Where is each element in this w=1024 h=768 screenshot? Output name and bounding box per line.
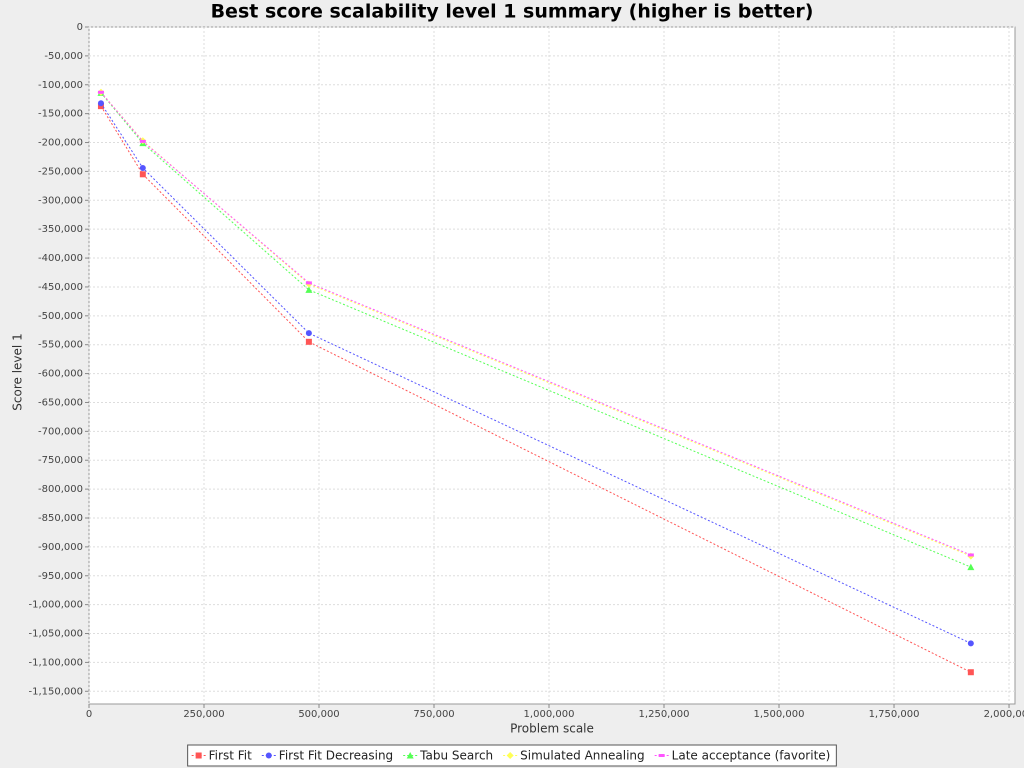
legend-label: Simulated Annealing xyxy=(520,749,645,763)
marker xyxy=(967,553,974,557)
marker xyxy=(967,563,975,571)
marker xyxy=(658,754,665,757)
y-tick-label: -650,000 xyxy=(38,397,83,408)
y-tick-label: -150,000 xyxy=(38,109,83,120)
series-line xyxy=(100,92,972,568)
y-tick-label: -550,000 xyxy=(38,340,83,351)
y-tick-label: -300,000 xyxy=(38,195,83,206)
y-tick-label: -50,000 xyxy=(44,51,83,62)
legend-item: Simulated Annealing xyxy=(503,749,645,763)
legend-item: First Fit Decreasing xyxy=(261,749,393,763)
y-tick-label: -950,000 xyxy=(38,571,83,582)
legend-item: Late acceptance (favorite) xyxy=(654,749,831,763)
marker xyxy=(97,90,104,94)
y-tick-label: -750,000 xyxy=(38,455,83,466)
marker xyxy=(195,752,202,759)
marker xyxy=(305,338,312,345)
x-tick-label: 0 xyxy=(86,709,92,720)
marker xyxy=(139,171,146,178)
legend: First Fit First Fit Decreasing Tabu Search… xyxy=(187,744,837,767)
series xyxy=(97,100,974,647)
marker xyxy=(506,752,514,759)
legend-label: First Fit xyxy=(209,749,252,763)
y-tick-label: -800,000 xyxy=(38,484,83,495)
x-tick-label: 1,000,000 xyxy=(524,709,575,720)
y-tick-label: -250,000 xyxy=(38,166,83,177)
plot-area xyxy=(88,26,1016,705)
y-tick-label: -100,000 xyxy=(38,80,83,91)
y-tick-label: -200,000 xyxy=(38,138,83,149)
marker xyxy=(305,286,313,293)
x-tick-label: 250,000 xyxy=(183,709,224,720)
series-line xyxy=(100,102,972,644)
y-tick-label: -450,000 xyxy=(38,282,83,293)
x-axis-title: Problem scale xyxy=(510,722,594,736)
series-group xyxy=(97,88,975,676)
y-axis-title: Score level 1 xyxy=(11,333,25,410)
x-tick-label: 750,000 xyxy=(413,709,454,720)
y-tick-label: -1,000,000 xyxy=(28,600,83,611)
legend-item: First Fit xyxy=(191,749,252,763)
marker xyxy=(967,669,974,676)
legend-label: First Fit Decreasing xyxy=(279,749,393,763)
y-tick-label: -1,050,000 xyxy=(28,629,83,640)
marker xyxy=(305,281,312,285)
x-tick-label: 1,250,000 xyxy=(639,709,690,720)
marker xyxy=(406,752,414,759)
y-tick-label: -600,000 xyxy=(38,369,83,380)
x-tick-label: 1,750,000 xyxy=(869,709,920,720)
series-line xyxy=(100,105,972,673)
marker xyxy=(97,100,104,107)
y-tick-label: -900,000 xyxy=(38,542,83,553)
x-tick-label: 2,000,000 xyxy=(984,709,1024,720)
chart-title: Best score scalability level 1 summary (… xyxy=(211,1,814,23)
y-tick-label: -700,000 xyxy=(38,426,83,437)
legend-label: Late acceptance (favorite) xyxy=(672,749,831,763)
x-tick-label: 500,000 xyxy=(298,709,339,720)
y-tick-label: -400,000 xyxy=(38,253,83,264)
y-tick-label: -850,000 xyxy=(38,513,83,524)
marker xyxy=(265,752,272,759)
legend-item: Tabu Search xyxy=(403,749,493,763)
marker xyxy=(305,330,312,337)
y-tick-label: -350,000 xyxy=(38,224,83,235)
y-tick-label: 0 xyxy=(77,22,83,33)
grid: 0 -50,000 -100,000 -150,000 -200,000 -250,000… xyxy=(28,22,1024,720)
x-tick-label: 1,500,000 xyxy=(754,709,805,720)
legend-label: Tabu Search xyxy=(419,749,493,763)
marker xyxy=(967,640,974,647)
series xyxy=(97,90,974,557)
marker xyxy=(139,139,146,143)
marker xyxy=(139,164,146,171)
y-tick-label: -500,000 xyxy=(38,311,83,322)
y-tick-label: -1,100,000 xyxy=(28,657,83,668)
y-tick-label: -1,150,000 xyxy=(28,686,83,697)
series-line xyxy=(100,91,972,556)
